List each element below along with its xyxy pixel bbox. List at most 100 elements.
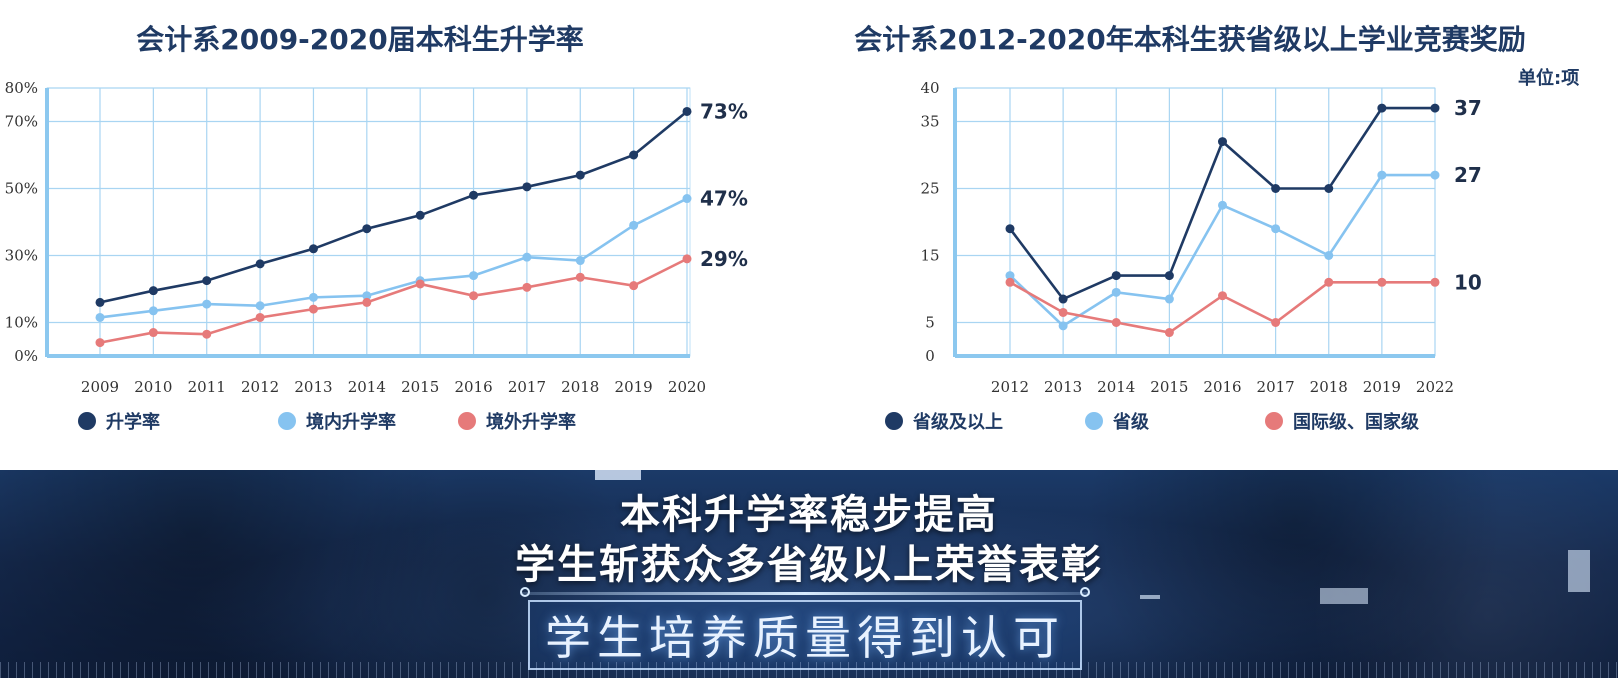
chart-right-unit-note: 单位:项 (1518, 68, 1580, 89)
chart-right-legend: 省级及以上 省级 国际级、国家级 (885, 408, 1485, 434)
data-point (308, 292, 318, 302)
y-tick-label: 70% (5, 113, 38, 131)
y-tick-label: 25 (920, 180, 939, 198)
y-tick-label: 50% (5, 180, 38, 198)
banner-texture (0, 470, 1618, 678)
x-tick-label: 2016 (1203, 378, 1241, 396)
banner-ruler (0, 662, 1618, 678)
data-point (629, 281, 639, 291)
series-line-1 (99, 197, 688, 319)
data-point (95, 312, 105, 322)
y-tick-label: 80% (5, 79, 38, 97)
data-point (415, 210, 425, 220)
data-point (1324, 184, 1334, 193)
data-point (1430, 170, 1440, 180)
data-point (202, 299, 212, 309)
series-end-label: 27 (1454, 163, 1482, 187)
legend-label: 省级 (1113, 412, 1149, 433)
legend-item: 境外升学率 (458, 408, 638, 434)
y-tick-label: 40 (920, 79, 939, 97)
data-point (255, 301, 265, 311)
legend-swatch (885, 412, 903, 430)
data-point (1164, 294, 1174, 304)
data-point (1377, 170, 1387, 180)
data-point (1218, 200, 1227, 210)
banner-line-1: 本科升学率稳步提高 (620, 491, 998, 538)
x-tick-label: 2014 (1097, 378, 1135, 396)
x-tick-label: 2020 (668, 378, 706, 396)
legend-label: 境内升学率 (306, 412, 396, 433)
data-point (362, 224, 372, 234)
chart-left-legend: 升学率 境内升学率 境外升学率 (78, 408, 638, 434)
legend-label: 国际级、国家级 (1293, 412, 1419, 433)
x-tick-label: 2015 (1150, 378, 1188, 396)
legend-item: 国际级、国家级 (1265, 408, 1485, 434)
data-point (1218, 291, 1227, 301)
x-tick-label: 2019 (615, 378, 653, 396)
data-point (1324, 251, 1334, 260)
data-point (575, 272, 585, 282)
series-line-2 (99, 257, 688, 344)
chart-right-plot: 0 5 15 25 35 40 2012 2013 2014 2015 2016 2017 2018 20… (920, 79, 1482, 396)
legend-swatch (78, 412, 96, 430)
data-point (415, 279, 425, 289)
x-tick-label: 2013 (1044, 378, 1082, 396)
data-point (1271, 184, 1281, 193)
data-point (308, 244, 318, 254)
bottom-banner: 本科升学率稳步提高 学生斩获众多省级以上荣誉表彰 学生培养质量得到认可 (0, 470, 1618, 678)
banner-deco-rect (1140, 595, 1160, 599)
data-point (469, 271, 479, 281)
banner-frame-dot (520, 587, 530, 597)
legend-swatch (458, 412, 476, 430)
data-point (95, 297, 105, 307)
data-point (682, 106, 692, 116)
data-point (469, 291, 479, 301)
legend-item: 省级 (1085, 408, 1265, 434)
data-point (682, 194, 692, 204)
data-point (1058, 307, 1068, 317)
y-tick-label: 30% (5, 247, 38, 265)
data-point (148, 306, 158, 316)
data-point (1271, 224, 1281, 234)
legend-item: 境内升学率 (278, 408, 458, 434)
legend-label: 境外升学率 (486, 412, 576, 433)
series-end-label: 10 (1454, 270, 1482, 294)
y-tick-label: 35 (920, 113, 939, 131)
data-point (362, 297, 372, 307)
data-point (1377, 103, 1387, 113)
series-end-label: 29% (700, 247, 748, 271)
y-tick-label: 0% (14, 347, 38, 365)
banner-frame (528, 600, 1082, 670)
data-point (148, 286, 158, 296)
data-point (522, 252, 532, 262)
x-tick-label: 2009 (81, 378, 119, 396)
data-point (1324, 277, 1334, 287)
x-tick-label: 2012 (991, 378, 1029, 396)
series-line-0 (99, 110, 688, 304)
legend-swatch (1265, 412, 1283, 430)
data-point (255, 312, 265, 322)
plot-area (46, 87, 691, 357)
x-tick-label: 2017 (1257, 378, 1295, 396)
data-point (255, 259, 265, 269)
y-tick-label: 0 (925, 347, 935, 365)
banner-line-2: 学生斩获众多省级以上荣誉表彰 (515, 541, 1103, 588)
data-point (575, 170, 585, 180)
series-end-label: 47% (700, 187, 748, 211)
banner-subtitle: 学生培养质量得到认可 (545, 611, 1065, 665)
data-point (202, 329, 212, 339)
banner-deco-rect (1568, 550, 1590, 592)
data-point (575, 256, 585, 266)
banner-deco-rect (595, 470, 641, 480)
data-point (1377, 277, 1387, 287)
legend-label: 升学率 (106, 412, 160, 433)
x-tick-label: 2017 (508, 378, 546, 396)
legend-item: 省级及以上 (885, 408, 1085, 434)
chart-right-title: 会计系2012-2020年本科生获省级以上学业竞赛奖励 (854, 23, 1526, 56)
data-point (1111, 287, 1121, 297)
data-point (629, 220, 639, 230)
chart-left-title: 会计系2009-2020届本科生升学率 (136, 23, 584, 56)
series-end-label: 37 (1454, 96, 1482, 120)
x-tick-label: 2011 (188, 378, 226, 396)
x-tick-label: 2022 (1416, 378, 1454, 396)
